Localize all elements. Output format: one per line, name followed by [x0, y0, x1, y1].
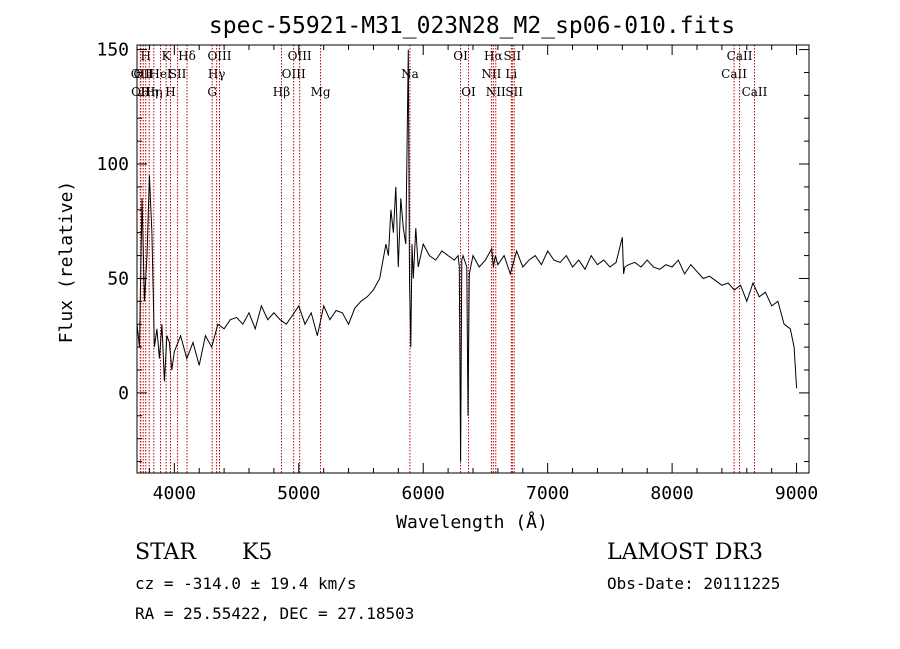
- emission-line-label: Li: [505, 67, 517, 81]
- emission-line-label: OI: [453, 49, 468, 63]
- x-tick-label: 7000: [526, 483, 569, 504]
- emission-line-label: K: [162, 49, 172, 63]
- emission-line-label: Na: [401, 67, 419, 81]
- emission-line-label: Hβ: [273, 85, 290, 99]
- emission-line-label: SII: [503, 49, 521, 63]
- emission-line-label: CaII: [727, 49, 753, 63]
- chart-title: spec-55921-M31_023N28_M2_sp06-010.fits: [209, 13, 735, 39]
- y-tick-label: 100: [96, 154, 129, 175]
- y-tick-label: 0: [118, 383, 129, 404]
- emission-line-label: Hα: [484, 49, 503, 63]
- emission-line-label: Hη: [145, 85, 163, 99]
- x-axis-label: Wavelength (Å): [396, 511, 548, 533]
- emission-line-label: Mg: [311, 85, 331, 99]
- emission-line-label: OIII: [282, 67, 306, 81]
- x-axis: 4000 5000 6000 7000 8000 9000: [148, 45, 818, 504]
- emission-line-label: OII: [134, 67, 154, 81]
- emission-line-label: Hγ: [208, 67, 226, 81]
- emission-line-label: CaII: [721, 67, 747, 81]
- emission-line-label: OI: [461, 85, 476, 99]
- emission-line-label: SII: [505, 85, 523, 99]
- emission-line-label: Hδ: [178, 49, 196, 63]
- y-tick-label: 50: [107, 268, 129, 289]
- emission-line-label: NII: [486, 85, 506, 99]
- coordinates: RA = 25.55422, DEC = 27.18503: [135, 604, 415, 623]
- x-tick-label: 6000: [402, 483, 445, 504]
- survey-name: LAMOST DR3: [607, 540, 763, 565]
- emission-line-label: G: [207, 85, 217, 99]
- emission-line-label: NII: [481, 67, 501, 81]
- emission-line-label: SII: [169, 67, 187, 81]
- emission-line-label: OIII: [288, 49, 312, 63]
- flux-series-line: [136, 49, 798, 462]
- x-tick-label: 5000: [277, 483, 320, 504]
- emission-line-markers: OIIOIIOIIHHηHηHeIKHSIIHδGHγOIIIHβOIIIOII…: [131, 45, 768, 473]
- emission-line-label: H: [165, 85, 175, 99]
- emission-line-label: H: [140, 49, 150, 63]
- y-axis: 0 50 100 150: [96, 40, 809, 463]
- emission-line-label: OIII: [207, 49, 231, 63]
- redshift-velocity: cz = -314.0 ± 19.4 km/s: [135, 574, 357, 593]
- object-class: STAR: [135, 540, 196, 565]
- plot-frame: [136, 44, 810, 474]
- y-tick-label: 150: [96, 40, 129, 61]
- object-subclass: K5: [242, 540, 273, 565]
- observation-date: Obs-Date: 20111225: [607, 574, 781, 593]
- emission-line-label: CaII: [742, 85, 768, 99]
- y-axis-label: Flux (relative): [56, 181, 77, 344]
- x-tick-label: 8000: [650, 483, 693, 504]
- x-tick-label: 4000: [153, 483, 196, 504]
- x-tick-label: 9000: [775, 483, 818, 504]
